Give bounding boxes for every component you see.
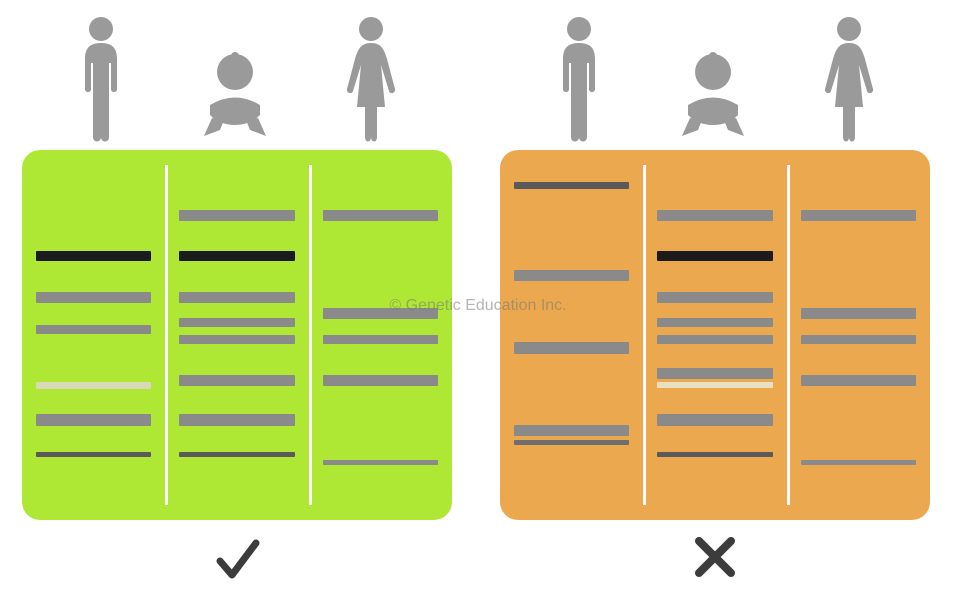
- gel-band: [657, 251, 772, 261]
- gel-band: [657, 382, 772, 388]
- gel-band: [514, 270, 629, 281]
- gel-panel: [500, 150, 930, 520]
- figures-row: [500, 0, 930, 145]
- gel-lane: [309, 150, 452, 520]
- gel-band: [179, 452, 294, 457]
- gel-band: [657, 368, 772, 379]
- gel-band: [514, 425, 629, 436]
- gel-lane: [22, 150, 165, 520]
- gel-band: [323, 308, 438, 319]
- gel-band: [179, 292, 294, 303]
- gel-band: [657, 292, 772, 303]
- gel-band: [36, 414, 151, 426]
- gel-band: [801, 460, 916, 465]
- result-mark: [22, 535, 452, 590]
- woman-icon: [817, 15, 881, 145]
- gel-band: [179, 210, 294, 221]
- gel-lane: [165, 150, 308, 520]
- gel-band: [657, 335, 772, 344]
- gel-band: [657, 452, 772, 457]
- gel-band: [801, 210, 916, 221]
- gel-band: [179, 414, 294, 426]
- gel-band: [179, 335, 294, 344]
- gel-band: [323, 335, 438, 344]
- gel-band: [323, 210, 438, 221]
- gel-band: [657, 414, 772, 426]
- gel-band: [657, 210, 772, 221]
- gel-band: [514, 182, 629, 189]
- gel-band: [179, 375, 294, 386]
- gel-band: [36, 292, 151, 303]
- check-icon: [212, 535, 262, 585]
- gel-band: [323, 460, 438, 465]
- gel-band: [801, 308, 916, 319]
- gel-lane: [500, 150, 643, 520]
- gel-panel: [22, 150, 452, 520]
- baby-icon: [668, 50, 758, 145]
- gel-band: [179, 318, 294, 327]
- panel-nomatch: [500, 0, 930, 584]
- man-icon: [549, 15, 609, 145]
- gel-band: [36, 452, 151, 457]
- gel-band: [801, 335, 916, 344]
- gel-band: [179, 251, 294, 261]
- gel-band: [36, 325, 151, 334]
- gel-band: [36, 251, 151, 261]
- gel-band: [514, 440, 629, 445]
- figures-row: [22, 0, 452, 145]
- gel-band: [801, 375, 916, 386]
- man-icon: [71, 15, 131, 145]
- panel-match: [22, 0, 452, 590]
- gel-band: [514, 342, 629, 354]
- gel-band: [657, 318, 772, 327]
- baby-icon: [190, 50, 280, 145]
- cross-icon: [693, 535, 737, 579]
- gel-lane: [643, 150, 786, 520]
- gel-band: [323, 375, 438, 386]
- gel-band: [36, 382, 151, 389]
- result-mark: [500, 535, 930, 584]
- woman-icon: [339, 15, 403, 145]
- gel-lane: [787, 150, 930, 520]
